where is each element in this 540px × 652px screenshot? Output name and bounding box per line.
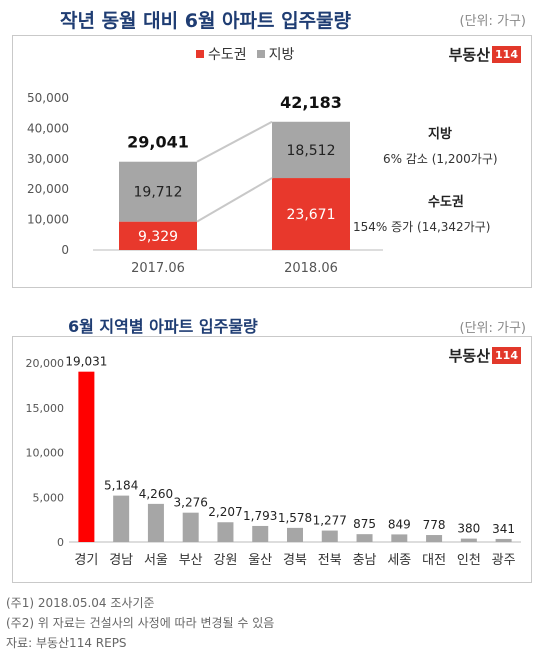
bar-5 xyxy=(252,525,269,542)
bar-11 xyxy=(460,538,477,542)
segment-value-label: 19,712 xyxy=(134,185,183,201)
bar-value-label: 4,260 xyxy=(139,487,173,501)
y-tick-label: 0 xyxy=(61,243,69,257)
bar-value-label: 5,184 xyxy=(104,479,138,493)
bar-1 xyxy=(113,495,130,542)
bar-8 xyxy=(356,534,373,542)
bar-value-label: 380 xyxy=(457,522,480,536)
bar-segment-region xyxy=(119,161,197,222)
bar-value-label: 778 xyxy=(423,518,446,532)
bar-7 xyxy=(321,530,338,542)
y-tick-label: 15,000 xyxy=(26,402,65,415)
x-tick-label: 부산 xyxy=(179,553,203,568)
bar-value-label: 1,277 xyxy=(313,514,347,528)
x-tick-label: 충남 xyxy=(353,553,377,568)
bottom-chart-panel: 부동산 114 0 5,000 10,000 15,000 20,000 19,031 경… xyxy=(12,336,532,583)
bar-value-label: 19,031 xyxy=(65,355,107,369)
bar-9 xyxy=(391,534,408,542)
x-tick-label: 인천 xyxy=(457,553,481,568)
logo-box: 114 xyxy=(492,46,521,63)
x-tick-label: 전북 xyxy=(318,553,342,568)
bar-12 xyxy=(495,538,512,542)
bar-6 xyxy=(287,527,303,542)
annotation-region-change: 6% 감소 (1,200가구) xyxy=(383,152,498,166)
y-tick-label: 20,000 xyxy=(26,357,65,370)
x-tick-label: 광주 xyxy=(492,553,516,568)
bar-segment-capital xyxy=(272,178,350,250)
bar-value-label: 2,207 xyxy=(208,505,242,519)
bar-value-label: 3,276 xyxy=(174,496,208,510)
top-logo: 부동산 114 xyxy=(449,44,521,65)
bottom-unit-label: (단위: 가구) xyxy=(459,321,527,336)
bottom-chart-title: 6월 지역별 아파트 입주물량 xyxy=(68,317,258,336)
x-tick-label: 경기 xyxy=(74,553,98,568)
logo-text: 부동산 xyxy=(448,347,491,365)
y-tick-label: 20,000 xyxy=(27,182,69,196)
annotation-capital-title: 수도권 xyxy=(428,195,464,210)
connector-line-top xyxy=(196,120,273,163)
legend-item-capital: 수도권 xyxy=(196,44,247,64)
x-tick-label: 2017.06 xyxy=(131,261,185,276)
logo-text: 부동산 xyxy=(448,46,491,64)
logo-box: 114 xyxy=(492,347,521,364)
y-tick-label: 0 xyxy=(57,536,64,549)
bottom-logo: 부동산 114 xyxy=(449,345,521,366)
bar-value-label: 1,793 xyxy=(243,509,277,523)
y-tick-label: 40,000 xyxy=(27,121,69,135)
legend-label-region: 지방 xyxy=(268,47,295,63)
x-tick-label: 2018.06 xyxy=(284,261,338,276)
y-tick-label: 50,000 xyxy=(27,91,69,105)
bar-segment-capital xyxy=(119,221,197,250)
bar-value-label: 849 xyxy=(388,517,411,531)
x-tick-label: 울산 xyxy=(248,553,272,568)
x-tick-label: 강원 xyxy=(214,553,238,568)
bar-3 xyxy=(182,512,199,542)
top-chart-title: 작년 동월 대비 6월 아파트 입주물량 xyxy=(60,10,352,32)
y-tick-label: 10,000 xyxy=(27,213,69,227)
top-stacked-bar-chart: 0 10,000 20,000 30,000 40,000 50,000 9,329 19,… xyxy=(27,91,498,276)
top-unit-label: (단위: 가구) xyxy=(459,14,527,29)
segment-value-label: 18,512 xyxy=(287,143,336,159)
y-tick-label: 10,000 xyxy=(26,447,65,460)
footer-source: 자료: 부동산114 REPS xyxy=(6,636,127,650)
y-tick-label: 5,000 xyxy=(33,491,65,504)
x-tick-label: 대전 xyxy=(422,553,446,568)
legend-swatch-capital xyxy=(196,50,204,58)
x-tick-label: 세종 xyxy=(387,553,411,568)
bottom-bar-chart: 0 5,000 10,000 15,000 20,000 19,031 경기 5,184 경남… xyxy=(26,355,521,568)
top-legend: 수도권 지방 xyxy=(196,44,294,64)
x-tick-label: 서울 xyxy=(144,553,168,568)
bar-2 xyxy=(147,503,164,542)
bar-10 xyxy=(426,535,443,542)
annotation-capital-change: 154% 증가 (14,342가구) xyxy=(353,220,490,234)
y-tick-label: 30,000 xyxy=(27,152,69,166)
annotation-region-title: 지방 xyxy=(428,126,452,142)
bar-segment-region xyxy=(272,121,350,179)
legend-swatch-region xyxy=(256,50,265,58)
bar-4 xyxy=(217,522,234,542)
bar-value-label: 875 xyxy=(353,517,376,531)
segment-value-label: 23,671 xyxy=(287,207,336,223)
connector-line-mid xyxy=(196,177,273,223)
footer-note-2: (주2) 위 자료는 건설사의 사정에 따라 변경될 수 있음 xyxy=(6,616,275,630)
bar-value-label: 1,578 xyxy=(278,511,312,525)
total-value-label: 42,183 xyxy=(280,93,342,112)
x-tick-label: 경북 xyxy=(283,553,307,568)
bar-value-label: 341 xyxy=(492,522,515,536)
legend-item-region: 지방 xyxy=(256,44,295,64)
legend-label-capital: 수도권 xyxy=(208,47,247,63)
x-tick-label: 경남 xyxy=(109,553,133,568)
top-chart-panel: 부동산 114 수도권 지방 0 10,000 20,000 30,000 40,000… xyxy=(12,35,532,288)
bar-0 xyxy=(78,371,95,542)
segment-value-label: 9,329 xyxy=(138,229,178,245)
total-value-label: 29,041 xyxy=(127,133,189,152)
footer-note-1: (주1) 2018.05.04 조사기준 xyxy=(6,596,155,610)
